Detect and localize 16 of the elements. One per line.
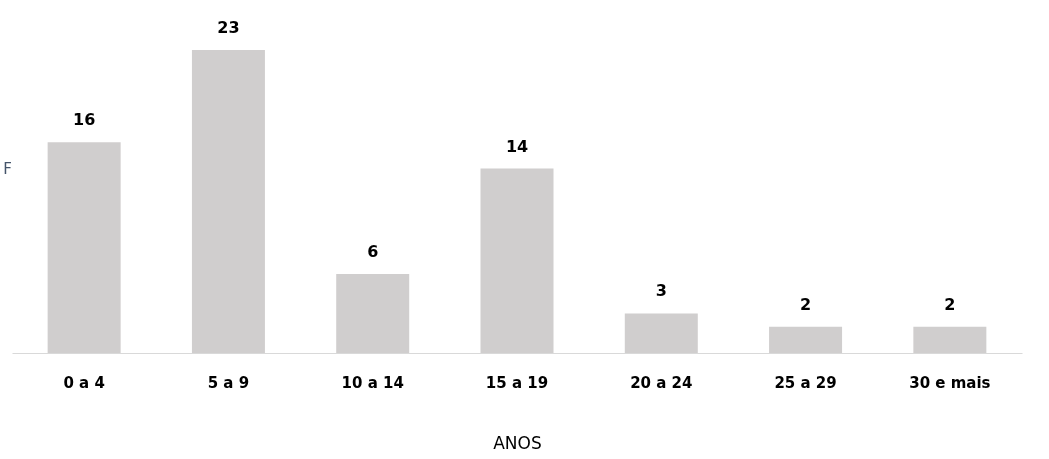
y-axis-title: F — [3, 160, 12, 178]
data-label: 2 — [800, 294, 812, 314]
x-tick-label: 0 a 4 — [63, 373, 105, 392]
x-tick-label: 10 a 14 — [341, 373, 404, 392]
x-tick-label: 15 a 19 — [485, 373, 549, 392]
x-axis-title: ANOS — [493, 432, 542, 453]
data-label: 14 — [505, 136, 529, 156]
data-label: 6 — [367, 241, 379, 261]
data-label: 23 — [217, 18, 240, 37]
data-label: 3 — [655, 281, 667, 301]
data-label: 2 — [944, 294, 956, 314]
x-tick-label: 20 a 24 — [630, 373, 693, 392]
x-tick-label: 5 a 9 — [207, 373, 250, 392]
x-tick-label: 30 e mais — [909, 373, 991, 392]
data-label: 16 — [73, 110, 96, 130]
x-tick-label: 25 a 29 — [774, 373, 837, 392]
